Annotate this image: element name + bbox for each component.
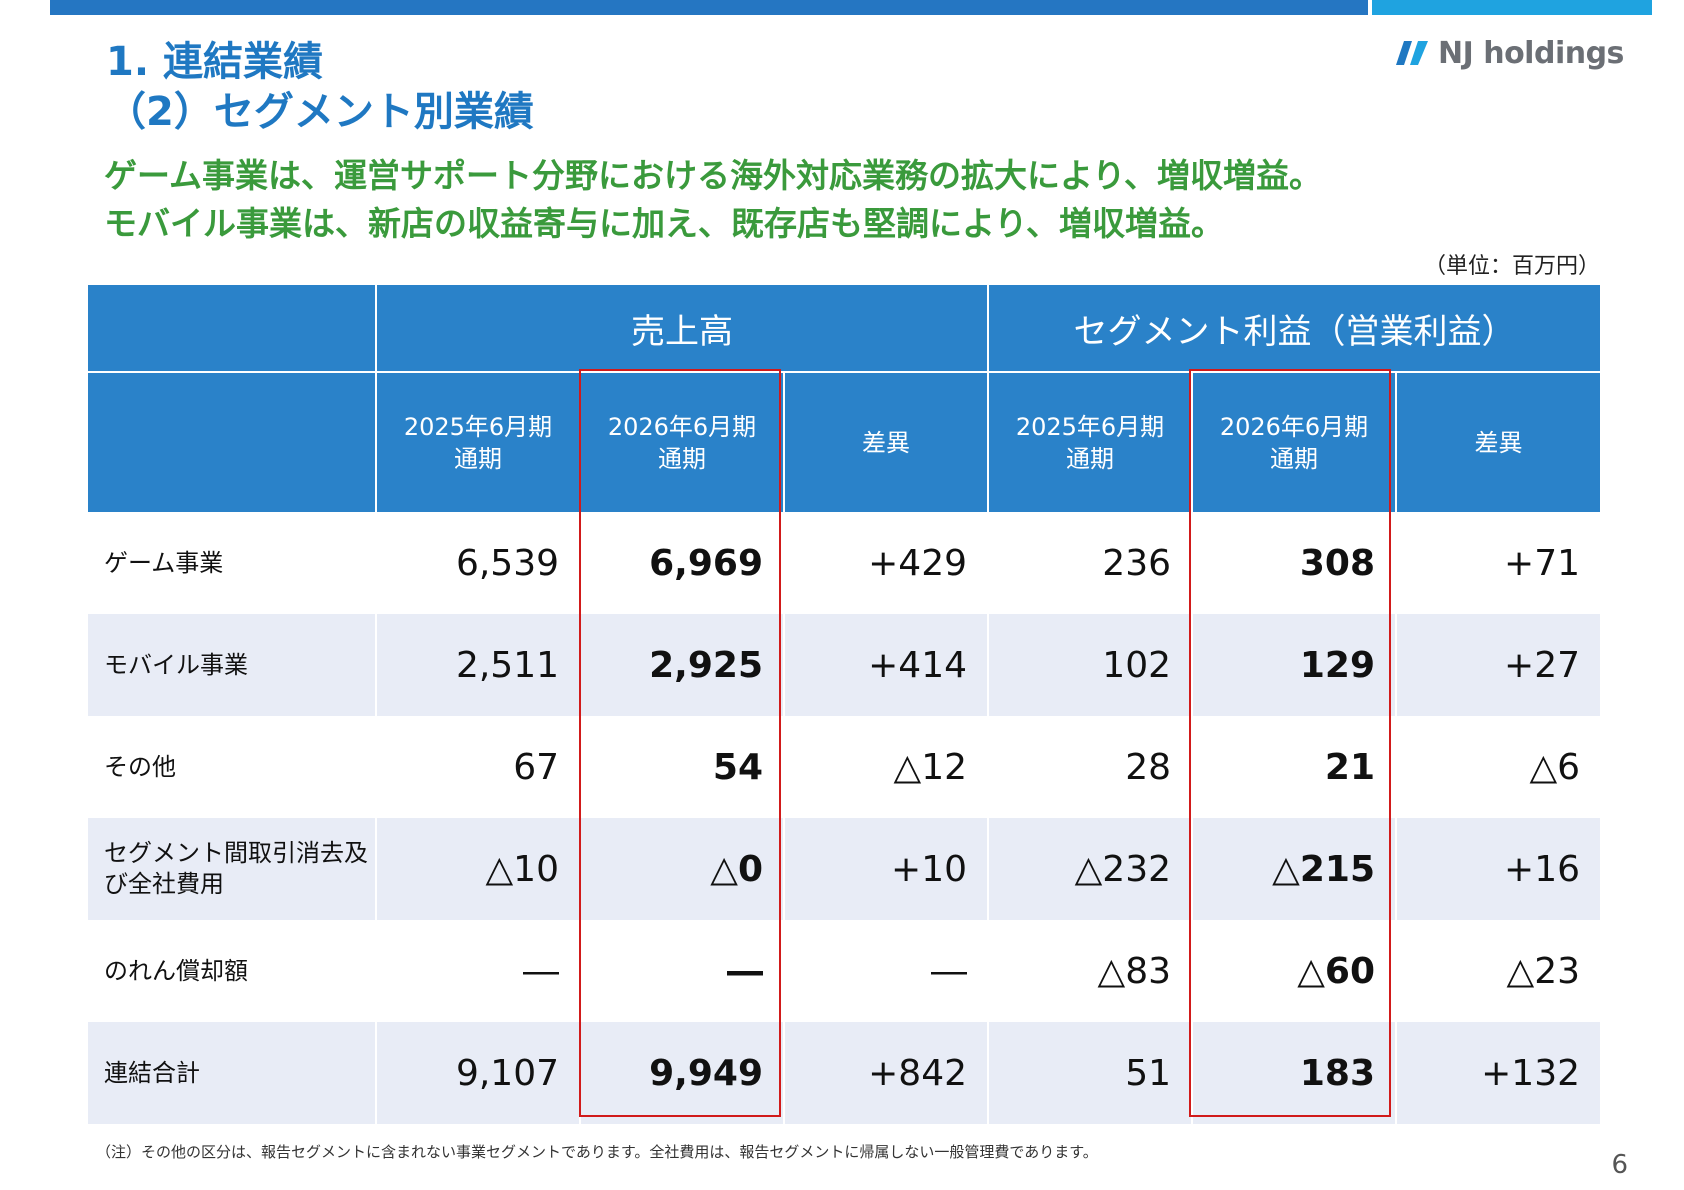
table-cell: +132 <box>1395 1022 1601 1124</box>
column-header: 差異 <box>782 372 990 512</box>
row-label: セグメント間取引消去及び全社費用 <box>88 818 377 920</box>
table-cell: 2,511 <box>375 614 581 716</box>
page-number: 6 <box>1611 1150 1628 1180</box>
table-cell: +71 <box>1395 512 1601 614</box>
table-cell: +842 <box>782 1022 990 1124</box>
table-cell: 129 <box>1191 614 1398 716</box>
unit-label: （単位：百万円） <box>1423 254 1600 279</box>
table-cell: 183 <box>1191 1022 1398 1124</box>
table-cell: 51 <box>987 1022 1194 1124</box>
group-header-segment-profit: セグメント利益（営業利益） <box>987 285 1601 373</box>
table-cell: +414 <box>782 614 990 716</box>
table-cell: 67 <box>375 716 581 818</box>
top-bar-accent <box>1372 0 1652 15</box>
table-row: のれん償却額 ― ― ― △83 △60 △23 <box>88 920 1601 1022</box>
column-header: 2025年6月期 通期 <box>375 372 581 512</box>
table-cell: ― <box>579 920 785 1022</box>
table-cell: △60 <box>1191 920 1398 1022</box>
table-row: その他 67 54 △12 28 21 △6 <box>88 716 1601 818</box>
row-label: ゲーム事業 <box>88 512 377 614</box>
table-cell: △0 <box>579 818 785 920</box>
logo-mark-icon <box>1396 41 1428 65</box>
row-label: のれん償却額 <box>88 920 377 1022</box>
top-bar <box>50 0 1368 15</box>
footnote: （注）その他の区分は、報告セグメントに含まれない事業セグメントであります。全社費… <box>96 1143 1098 1161</box>
column-header: 2025年6月期 通期 <box>987 372 1194 512</box>
table-cell: 28 <box>987 716 1194 818</box>
table-cell: 6,539 <box>375 512 581 614</box>
segment-results-table: 売上高 セグメント利益（営業利益） 2025年6月期 通期 2026年6月期 通期 … <box>88 285 1601 1124</box>
table-row: ゲーム事業 6,539 6,969 +429 236 308 +71 <box>88 512 1601 614</box>
row-label: 連結合計 <box>88 1022 377 1124</box>
table-corner-cell-2 <box>88 372 377 512</box>
table-cell: 6,969 <box>579 512 785 614</box>
logo-text: NJ holdings <box>1438 35 1624 71</box>
table-cell: +10 <box>782 818 990 920</box>
table-row: セグメント間取引消去及び全社費用 △10 △0 +10 △232 △215 +1… <box>88 818 1601 920</box>
table-cell: 54 <box>579 716 785 818</box>
section-title: 1. 連結業績 <box>106 39 323 85</box>
table-cell: ― <box>375 920 581 1022</box>
table-cell: △6 <box>1395 716 1601 818</box>
table-cell: 236 <box>987 512 1194 614</box>
table-cell: △215 <box>1191 818 1398 920</box>
section-subtitle: （2）セグメント別業績 <box>106 89 534 135</box>
group-header-sales: 売上高 <box>374 285 990 373</box>
column-header: 2026年6月期 通期 <box>579 372 785 512</box>
row-label: その他 <box>88 716 377 818</box>
table-row: モバイル事業 2,511 2,925 +414 102 129 +27 <box>88 614 1601 716</box>
table-cell: 9,107 <box>375 1022 581 1124</box>
table-cell: ― <box>782 920 990 1022</box>
table-cell: △10 <box>375 818 581 920</box>
row-label: モバイル事業 <box>88 614 377 716</box>
table-row: 連結合計 9,107 9,949 +842 51 183 +132 <box>88 1022 1601 1124</box>
headline-line-1: ゲーム事業は、運営サポート分野における海外対応業務の拡大により、増収増益。 <box>104 156 1323 195</box>
table-cell: 9,949 <box>579 1022 785 1124</box>
table-cell: 21 <box>1191 716 1398 818</box>
table-corner-cell <box>88 285 377 373</box>
table-cell: △23 <box>1395 920 1601 1022</box>
table-cell: +429 <box>782 512 990 614</box>
company-logo: NJ holdings <box>1396 34 1624 72</box>
table-cell: △83 <box>987 920 1194 1022</box>
table-cell: 308 <box>1191 512 1398 614</box>
table-cell: +16 <box>1395 818 1601 920</box>
table-cell: 102 <box>987 614 1194 716</box>
table-cell: △12 <box>782 716 990 818</box>
table-cell: +27 <box>1395 614 1601 716</box>
column-header: 差異 <box>1395 372 1601 512</box>
column-header: 2026年6月期 通期 <box>1191 372 1398 512</box>
table-cell: △232 <box>987 818 1194 920</box>
headline-line-2: モバイル事業は、新店の収益寄与に加え、既存店も堅調により、増収増益。 <box>104 204 1225 243</box>
table-cell: 2,925 <box>579 614 785 716</box>
